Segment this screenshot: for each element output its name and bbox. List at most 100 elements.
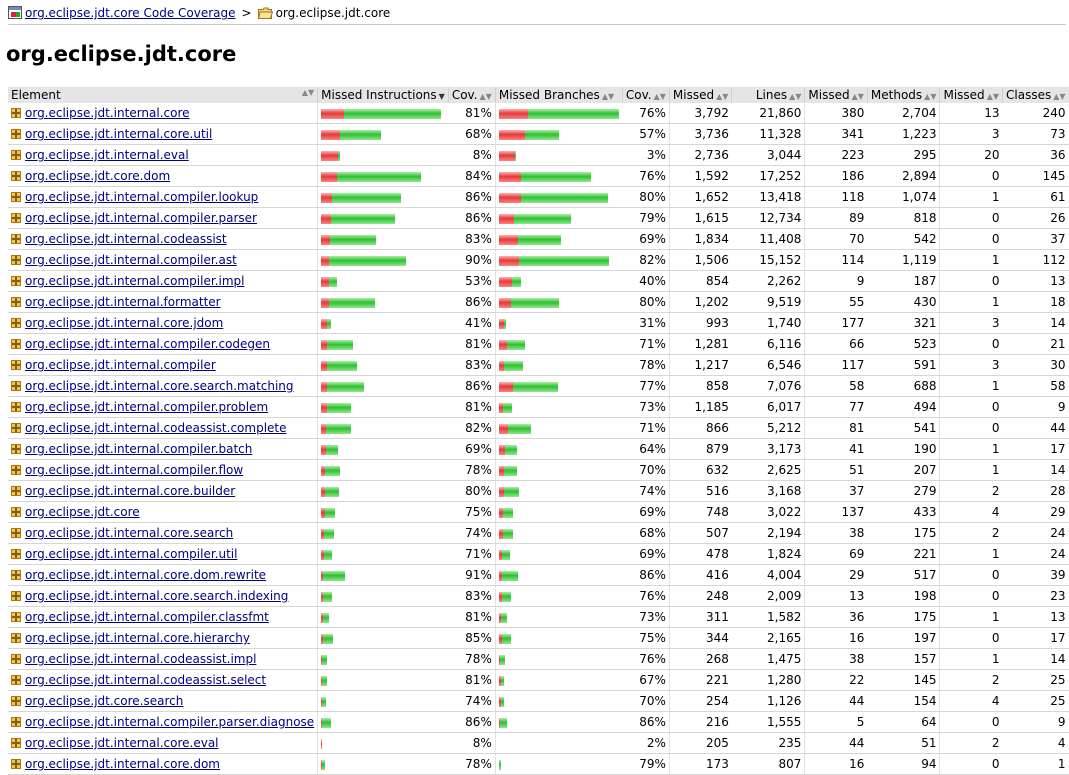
package-link[interactable]: org.eclipse.jdt.internal.core.dom [25,757,220,771]
branches-coverage-cell: 67% [622,669,670,691]
branches-coverage-bar [498,465,517,476]
breadcrumb-root-link[interactable]: org.eclipse.jdt.core Code Coverage [25,6,236,20]
missed-lines-cell: 516 [668,480,732,502]
table-row: org.eclipse.jdt.internal.core.search.mat… [8,375,1069,397]
missed-branches-cell [494,606,623,628]
branches-coverage-bar [498,255,609,266]
header-missed-classes[interactable]: Missed ▲▼ [939,87,1003,103]
missed-branches-cell [494,123,623,145]
branches-covered-bar [501,591,511,602]
package-link[interactable]: org.eclipse.jdt.internal.core.search.ind… [25,589,289,603]
instructions-covered-bar [327,360,358,371]
missed-lines-cell: 879 [668,438,732,460]
methods-cell: 818 [867,207,940,229]
header-element[interactable]: Element ▲▼ [8,87,318,103]
package-link[interactable]: org.eclipse.jdt.internal.compiler [25,358,216,372]
package-icon [11,654,21,664]
header-methods[interactable]: Methods ▲▼ [866,87,940,103]
missed-branches-cell [494,312,623,334]
missed-instructions-cell [317,690,449,712]
package-link[interactable]: org.eclipse.jdt.internal.compiler.parser [25,211,257,225]
package-link[interactable]: org.eclipse.jdt.internal.compiler.ast [25,253,237,267]
instructions-coverage-cell: 85% [448,627,496,649]
classes-cell: 29 [1002,501,1069,523]
package-link[interactable]: org.eclipse.jdt.internal.compiler.flow [25,463,244,477]
package-link[interactable]: org.eclipse.jdt.internal.core.builder [25,484,236,498]
instructions-coverage-cell: 81% [448,396,496,418]
branches-missed-bar [498,234,518,245]
methods-cell: 517 [867,564,940,586]
missed-methods-cell: 177 [804,312,868,334]
package-link[interactable]: org.eclipse.jdt.internal.core.search.mat… [25,379,294,393]
header-instructions-coverage[interactable]: Cov. ▲▼ [447,87,496,103]
header-missed-methods[interactable]: Missed ▲▼ [804,87,868,103]
branches-covered-bar [500,675,504,686]
package-link[interactable]: org.eclipse.jdt.core [25,505,140,519]
instructions-covered-bar [325,507,336,518]
missed-classes-cell: 0 [939,165,1003,187]
package-link[interactable]: org.eclipse.jdt.internal.core.jdom [25,316,224,330]
instructions-coverage-cell: 68% [448,123,496,145]
classes-cell: 44 [1002,417,1069,439]
header-branches-coverage[interactable]: Cov. ▲▼ [621,87,670,103]
package-link[interactable]: org.eclipse.jdt.internal.compiler.lookup [25,190,259,204]
instructions-coverage-cell: 86% [448,711,496,733]
header-missed-lines[interactable]: Missed ▲▼ [668,87,732,103]
branches-coverage-bar [498,444,517,455]
sort-icon: ▲▼ [1053,92,1066,101]
instructions-coverage-bar [321,108,442,119]
missed-classes-cell: 0 [939,627,1003,649]
package-link[interactable]: org.eclipse.jdt.internal.codeassist [25,232,227,246]
instructions-covered-bar [344,108,442,119]
branches-missed-bar [498,465,504,476]
package-link[interactable]: org.eclipse.jdt.core.dom [25,169,171,183]
instructions-covered-bar [325,486,340,497]
package-link[interactable]: org.eclipse.jdt.internal.compiler.codege… [25,337,271,351]
package-link[interactable]: org.eclipse.jdt.core.search [25,694,184,708]
package-icon [11,192,21,202]
lines-cell: 13,418 [731,186,805,208]
missed-methods-cell: 380 [804,103,868,124]
missed-lines-cell: 1,615 [668,207,732,229]
package-link[interactable]: org.eclipse.jdt.internal.codeassist.impl [25,652,257,666]
lines-cell: 1,126 [731,690,805,712]
header-missed-instructions[interactable]: Missed Instructions ▼ [317,87,449,103]
package-link[interactable]: org.eclipse.jdt.internal.core.util [25,127,213,141]
branches-coverage-bar [498,192,608,203]
package-link[interactable]: org.eclipse.jdt.internal.eval [25,148,189,162]
package-icon [11,381,21,391]
package-link[interactable]: org.eclipse.jdt.internal.codeassist.comp… [25,421,287,435]
instructions-missed-bar [321,528,325,539]
package-link[interactable]: org.eclipse.jdt.internal.core.hierarchy [25,631,250,645]
package-link[interactable]: org.eclipse.jdt.internal.compiler.classf… [25,610,269,624]
missed-classes-cell: 1 [939,648,1003,670]
package-link[interactable]: org.eclipse.jdt.internal.compiler.util [25,547,238,561]
branches-coverage-bar [498,570,518,581]
missed-methods-cell: 89 [804,207,868,229]
header-classes[interactable]: Classes ▲▼ [1001,87,1069,103]
missed-instructions-cell [317,438,449,460]
package-link[interactable]: org.eclipse.jdt.internal.formatter [25,295,221,309]
missed-instructions-cell [317,669,449,691]
header-missed-branches[interactable]: Missed Branches ▲▼ [494,87,623,103]
package-link[interactable]: org.eclipse.jdt.internal.compiler.proble… [25,400,269,414]
header-lines[interactable]: Lines ▲▼ [731,87,805,103]
table-row: org.eclipse.jdt.internal.core 81% 76% 3,792… [8,103,1069,124]
instructions-missed-bar [321,402,328,413]
missed-instructions-cell [317,732,449,754]
missed-branches-cell [494,669,623,691]
package-link[interactable]: org.eclipse.jdt.internal.core.search [25,526,234,540]
package-link[interactable]: org.eclipse.jdt.internal.core.eval [25,736,219,750]
package-link[interactable]: org.eclipse.jdt.internal.core [25,106,190,120]
package-link[interactable]: org.eclipse.jdt.internal.codeassist.sele… [25,673,267,687]
package-link[interactable]: org.eclipse.jdt.internal.compiler.parser… [25,715,315,729]
package-link[interactable]: org.eclipse.jdt.internal.core.dom.rewrit… [25,568,267,582]
coverage-table: Element ▲▼ Missed Instructions ▼ Cov. ▲▼ Mi… [8,87,1069,775]
package-link[interactable]: org.eclipse.jdt.internal.compiler.impl [25,274,245,288]
instructions-coverage-bar [321,507,336,518]
element-cell: org.eclipse.jdt.internal.compiler.parser [8,207,318,229]
missed-lines-cell: 311 [668,606,732,628]
instructions-missed-bar [321,675,323,686]
missed-branches-cell [494,103,623,124]
package-link[interactable]: org.eclipse.jdt.internal.compiler.batch [25,442,253,456]
